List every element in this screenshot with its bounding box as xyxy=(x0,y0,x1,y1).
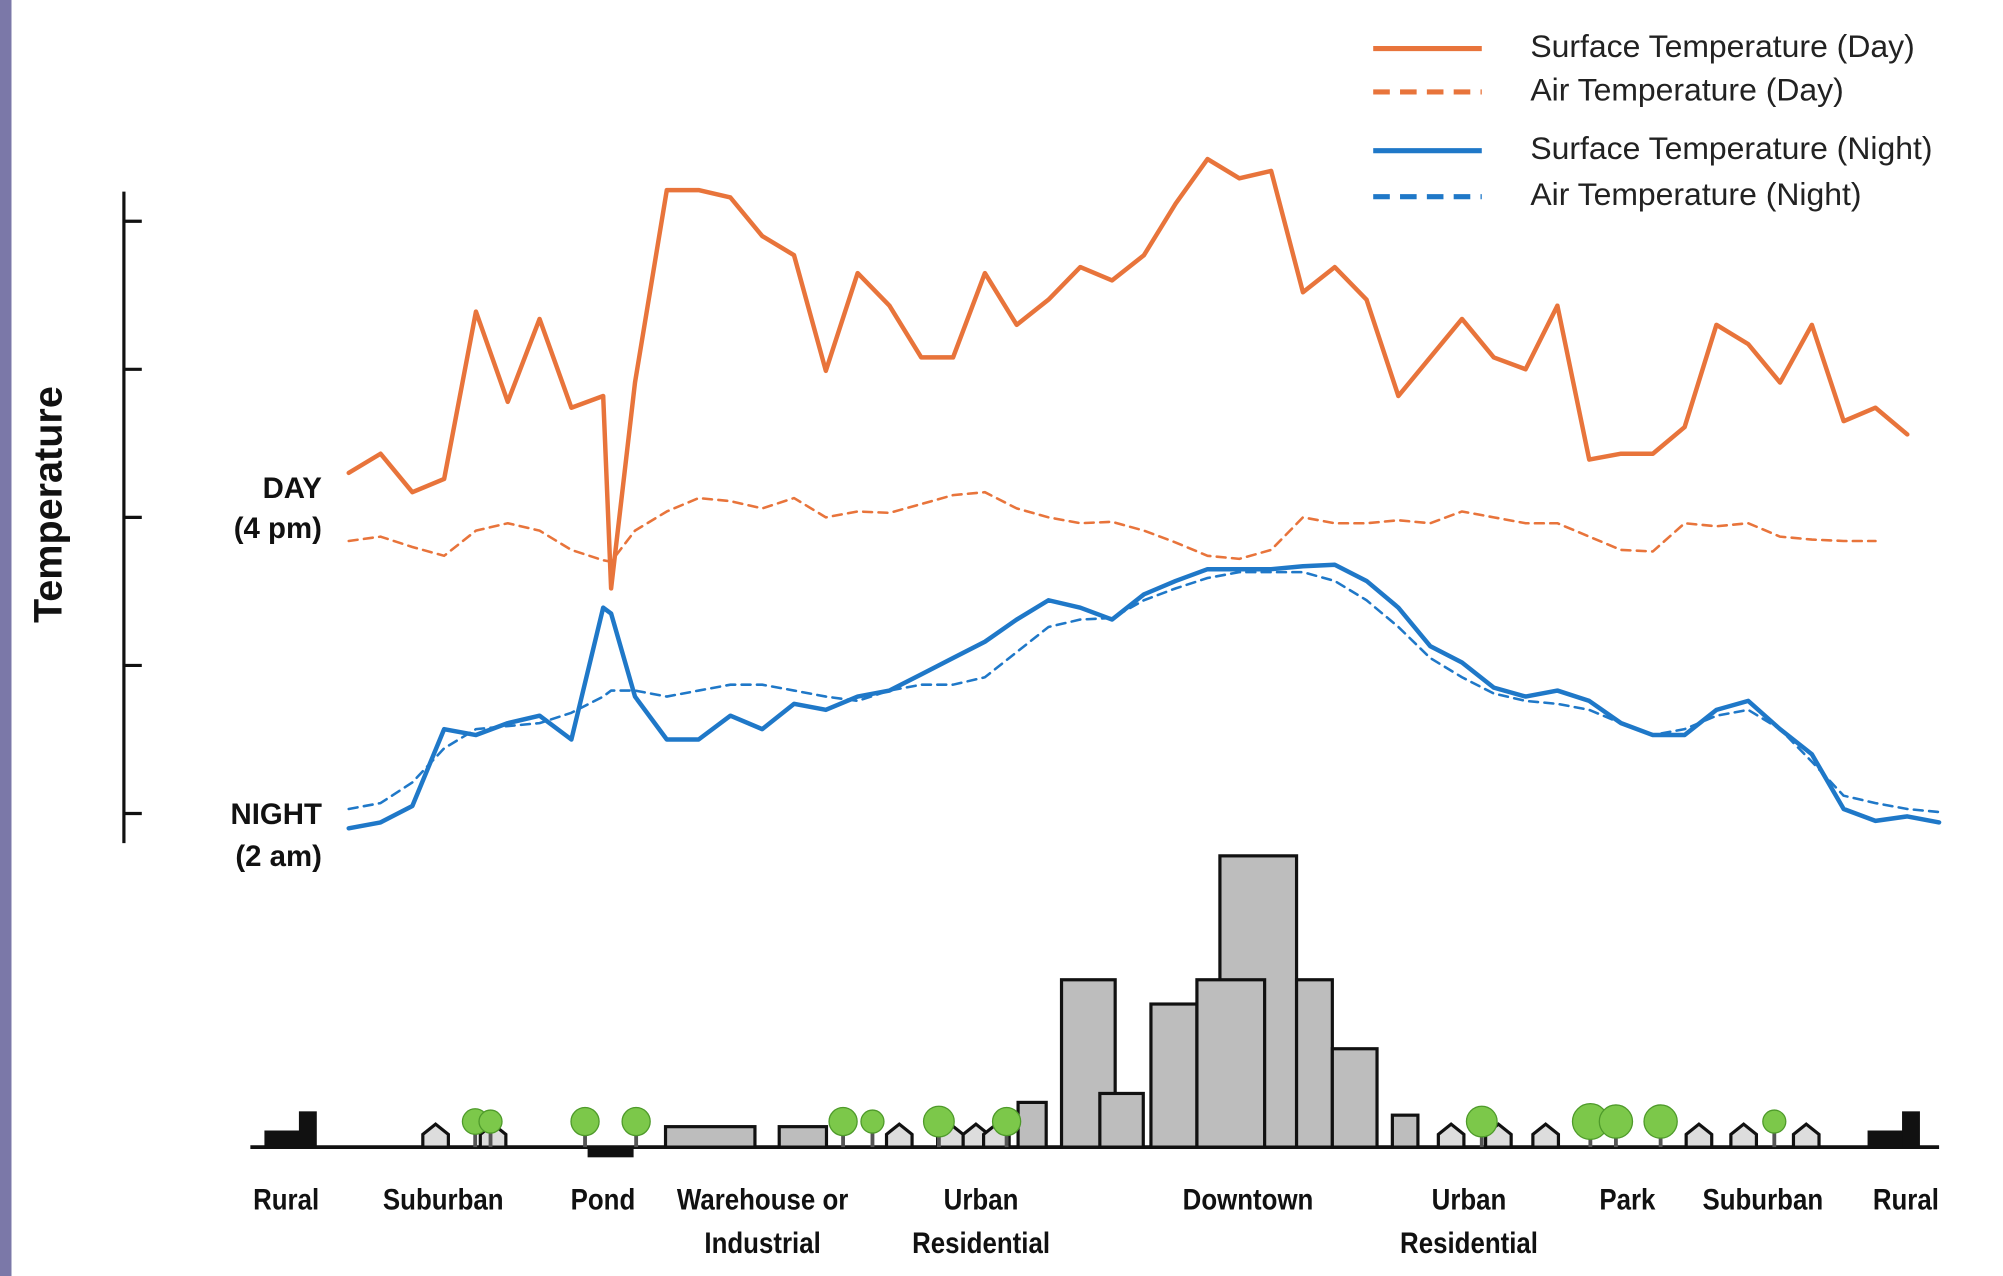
x-category-label: Downtown xyxy=(1182,1182,1314,1217)
building xyxy=(1098,1091,1145,1149)
data-line xyxy=(346,562,1942,831)
farm-building xyxy=(1902,1111,1920,1148)
x-category-label: Suburban xyxy=(382,1182,504,1217)
day-label: DAY xyxy=(263,472,323,505)
y-axis-label: Temperature xyxy=(27,386,71,623)
building xyxy=(1149,1002,1199,1149)
house xyxy=(1531,1122,1561,1149)
house xyxy=(1436,1122,1466,1149)
x-category-label: Rural xyxy=(253,1182,320,1217)
night-time-label: (2 am) xyxy=(235,840,322,873)
legend-label: Air Temperature (Night) xyxy=(1530,176,1861,212)
tree-trunk xyxy=(1004,1126,1009,1148)
night-label: NIGHT xyxy=(231,798,322,831)
farm-building xyxy=(1867,1130,1904,1148)
tree-trunk xyxy=(473,1126,478,1148)
x-category-label: Park xyxy=(1599,1182,1656,1217)
tree-crown xyxy=(860,1109,885,1134)
tree-crown xyxy=(621,1106,651,1137)
house xyxy=(1684,1122,1714,1149)
building xyxy=(1330,1047,1379,1149)
tree-crown xyxy=(1598,1104,1634,1139)
house xyxy=(1729,1122,1759,1149)
building xyxy=(1390,1113,1420,1149)
house xyxy=(421,1122,450,1149)
farm-building xyxy=(264,1130,301,1148)
house xyxy=(884,1122,914,1149)
tree-crown xyxy=(570,1106,600,1137)
tree-crown xyxy=(991,1106,1022,1137)
building xyxy=(1016,1100,1048,1149)
x-category-label: Warehouse or Industrial xyxy=(676,1182,849,1260)
city-profile-illustration xyxy=(250,854,1940,1158)
day-time-label: (4 pm) xyxy=(234,512,322,545)
tree-trunk xyxy=(634,1126,639,1148)
legend-label: Air Temperature (Day) xyxy=(1530,71,1843,107)
legend-label: Surface Temperature (Night) xyxy=(1530,130,1932,166)
legend-label: Surface Temperature (Day) xyxy=(1530,28,1914,64)
tree-crown xyxy=(1465,1105,1498,1138)
pond xyxy=(587,1147,634,1158)
tree-crown xyxy=(478,1109,503,1134)
x-category-label: Urban Residential xyxy=(912,1182,1051,1260)
farm-building xyxy=(298,1111,317,1148)
building xyxy=(777,1125,829,1149)
tree-trunk xyxy=(870,1126,875,1148)
tree-crown xyxy=(828,1106,858,1137)
building xyxy=(663,1125,757,1149)
building xyxy=(1195,978,1267,1149)
tree-crown xyxy=(1762,1109,1787,1134)
tree-crown xyxy=(1643,1104,1678,1139)
tree-trunk xyxy=(583,1126,587,1148)
x-category-label: Pond xyxy=(570,1182,636,1217)
tree-trunk xyxy=(1772,1126,1777,1148)
x-category-label: Rural xyxy=(1872,1182,1939,1217)
house xyxy=(1791,1122,1821,1149)
page-border xyxy=(0,0,12,1276)
x-category-label: Urban Residential xyxy=(1400,1182,1538,1260)
x-category-label: Suburban xyxy=(1702,1182,1824,1217)
data-line xyxy=(346,156,1910,591)
tree-crown xyxy=(922,1105,955,1138)
tree-trunk xyxy=(841,1126,846,1148)
tree-trunk xyxy=(488,1126,493,1148)
data-line xyxy=(347,570,1941,814)
building xyxy=(1294,978,1334,1149)
data-line xyxy=(347,490,1877,564)
